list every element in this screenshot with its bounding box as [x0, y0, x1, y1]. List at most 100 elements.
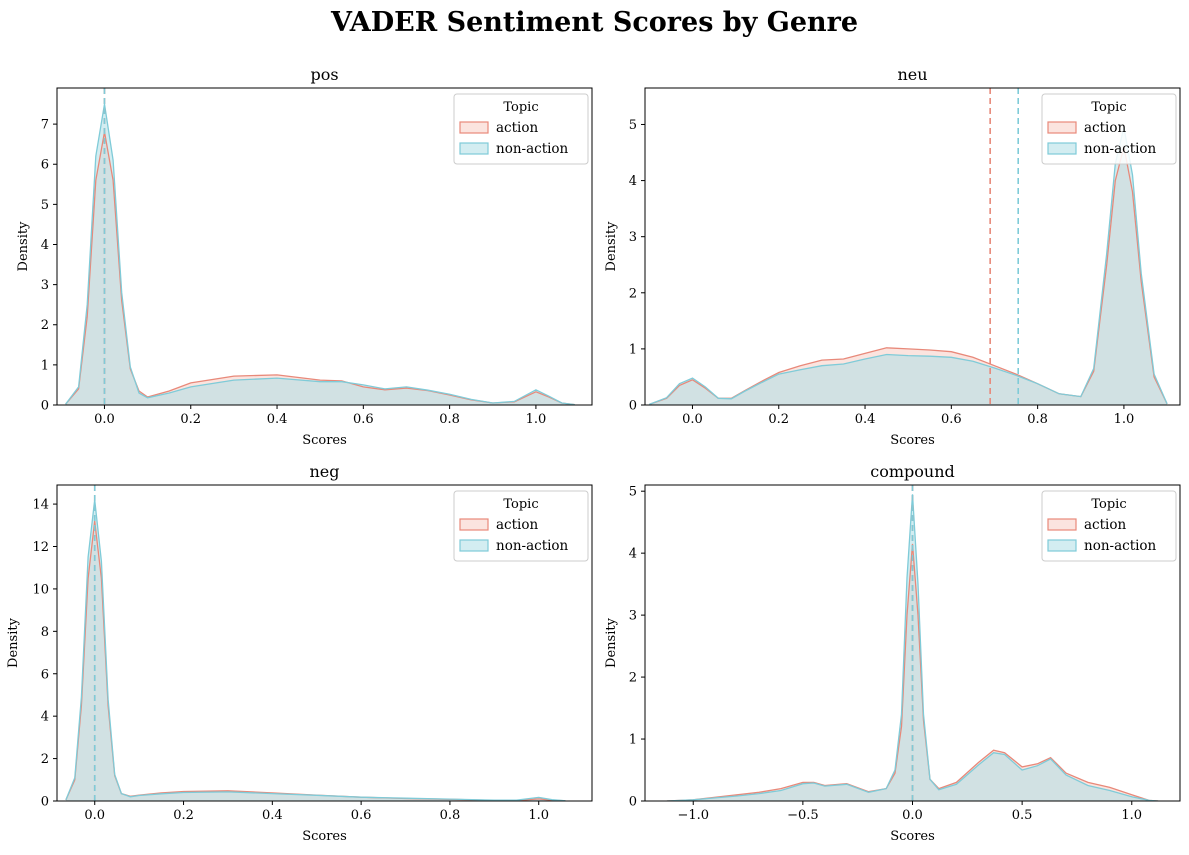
x-tick-label: −1.0 [677, 808, 709, 823]
density-line-non-action [65, 499, 566, 801]
plot-area [65, 485, 566, 801]
y-tick-label: 4 [41, 710, 49, 725]
legend-swatch-non-action [1047, 142, 1077, 155]
x-tick-label: 0.0 [682, 412, 703, 427]
legend-label: action [1084, 517, 1126, 533]
y-tick-label: 7 [41, 118, 49, 133]
x-tick-label: 0.8 [1027, 412, 1048, 427]
y-tick-label: 1 [41, 358, 49, 373]
y-tick-label: 2 [629, 671, 637, 686]
x-tick-label: 0.2 [768, 412, 789, 427]
density-line-action [666, 543, 1159, 801]
density-area-action [65, 132, 575, 405]
subplot-title: neu [897, 65, 927, 84]
axes-frame [56, 484, 593, 802]
x-tick-label: 0.0 [84, 808, 105, 823]
x-axis-label: Scores [302, 829, 347, 844]
y-axis-label: Density [6, 617, 21, 668]
density-line-non-action [65, 103, 575, 405]
y-axis-label: Density [16, 221, 31, 272]
x-tick-label: 0.8 [440, 808, 461, 823]
legend-title: Topic [503, 100, 538, 115]
x-tick-label: 0.0 [94, 412, 115, 427]
subplot-title: pos [310, 65, 338, 84]
y-tick-label: 5 [629, 118, 637, 133]
legend-swatch-non-action [1047, 539, 1077, 552]
x-tick-label: 0.4 [262, 808, 283, 823]
y-tick-label: 0 [629, 399, 637, 414]
x-tick-label: 0.0 [902, 808, 923, 823]
legend-label: non-action [496, 538, 569, 554]
y-tick-label: 0 [629, 795, 637, 810]
x-tick-label: 0.6 [353, 412, 374, 427]
legend-swatch-action [1047, 121, 1077, 134]
y-axis-label: Density [604, 617, 619, 668]
legend-label: action [496, 120, 538, 136]
legend-swatch-non-action [459, 142, 489, 155]
y-axis-label: Density [604, 221, 619, 272]
plot-area [649, 88, 1168, 405]
x-axis-label: Scores [890, 433, 935, 448]
subplot-pos: 0.0 0.2 0.4 0.6 0.8 1.0 0 1 2 3 4 5 6 7 pos Scores Densi… [16, 65, 593, 448]
density-line-action [65, 521, 566, 801]
density-area-non-action [649, 127, 1168, 405]
y-tick-label: 5 [41, 198, 49, 213]
y-tick-label: 2 [41, 318, 49, 333]
subplot-title: neg [309, 462, 339, 481]
x-tick-label: 0.8 [439, 412, 460, 427]
y-tick-label: 1 [629, 342, 637, 357]
density-line-non-action [649, 127, 1168, 405]
y-tick-label: 4 [629, 547, 637, 562]
x-axis-label: Scores [302, 433, 347, 448]
y-tick-label: 3 [629, 609, 637, 624]
legend-label: action [496, 517, 538, 533]
subplot-neg: 0.0 0.2 0.4 0.6 0.8 1.0 0 2 4 6 8 10 12 14 neg Scores De… [6, 462, 593, 844]
legend-label: action [1084, 120, 1126, 136]
x-tick-label: 1.0 [1121, 808, 1142, 823]
x-axis-label: Scores [890, 829, 935, 844]
plot-area [65, 88, 575, 405]
y-tick-label: 1 [629, 733, 637, 748]
legend-swatch-action [459, 518, 489, 531]
x-tick-label: 0.4 [267, 412, 288, 427]
legend: Topic action non-action [1041, 93, 1177, 165]
legend-label: non-action [1084, 141, 1157, 157]
x-tick-label: 0.4 [855, 412, 876, 427]
legend-swatch-action [1047, 518, 1077, 531]
density-line-action [65, 131, 575, 405]
y-tick-label: 6 [41, 667, 49, 682]
subplot-title: compound [870, 462, 955, 481]
y-tick-label: 6 [41, 158, 49, 173]
legend-title: Topic [503, 497, 538, 512]
y-tick-label: 4 [41, 238, 49, 253]
plot-area [666, 485, 1159, 801]
y-tick-label: 5 [629, 485, 637, 500]
y-tick-label: 10 [32, 582, 49, 597]
y-tick-label: 12 [32, 540, 49, 555]
x-tick-label: 0.6 [351, 808, 372, 823]
legend-label: non-action [1084, 538, 1157, 554]
density-area-non-action [65, 104, 575, 405]
x-tick-label: 0.6 [941, 412, 962, 427]
x-tick-label: 1.0 [528, 808, 549, 823]
x-tick-label: 0.5 [1012, 808, 1033, 823]
y-tick-label: 14 [32, 498, 49, 513]
y-tick-label: 3 [41, 278, 49, 293]
x-tick-label: −0.5 [787, 808, 819, 823]
x-tick-label: 1.0 [526, 412, 547, 427]
x-tick-label: 1.0 [1114, 412, 1135, 427]
subplot-compound: −1.0 −0.5 0.0 0.5 1.0 0 1 2 3 4 5 compound Scores Den… [604, 462, 1181, 844]
axes-frame [56, 87, 593, 406]
density-area-action [65, 521, 566, 801]
y-tick-label: 0 [41, 795, 49, 810]
legend: Topic action non-action [453, 93, 589, 165]
legend-label: non-action [496, 141, 569, 157]
density-line-non-action [666, 494, 1159, 801]
subplot-neu: 0.0 0.2 0.4 0.6 0.8 1.0 0 1 2 3 4 5 neu Scores Density… [604, 65, 1181, 448]
x-tick-label: 0.2 [180, 412, 201, 427]
legend-title: Topic [1091, 100, 1126, 115]
legend: Topic action non-action [453, 490, 589, 562]
y-tick-label: 2 [629, 286, 637, 301]
legend-swatch-non-action [459, 539, 489, 552]
